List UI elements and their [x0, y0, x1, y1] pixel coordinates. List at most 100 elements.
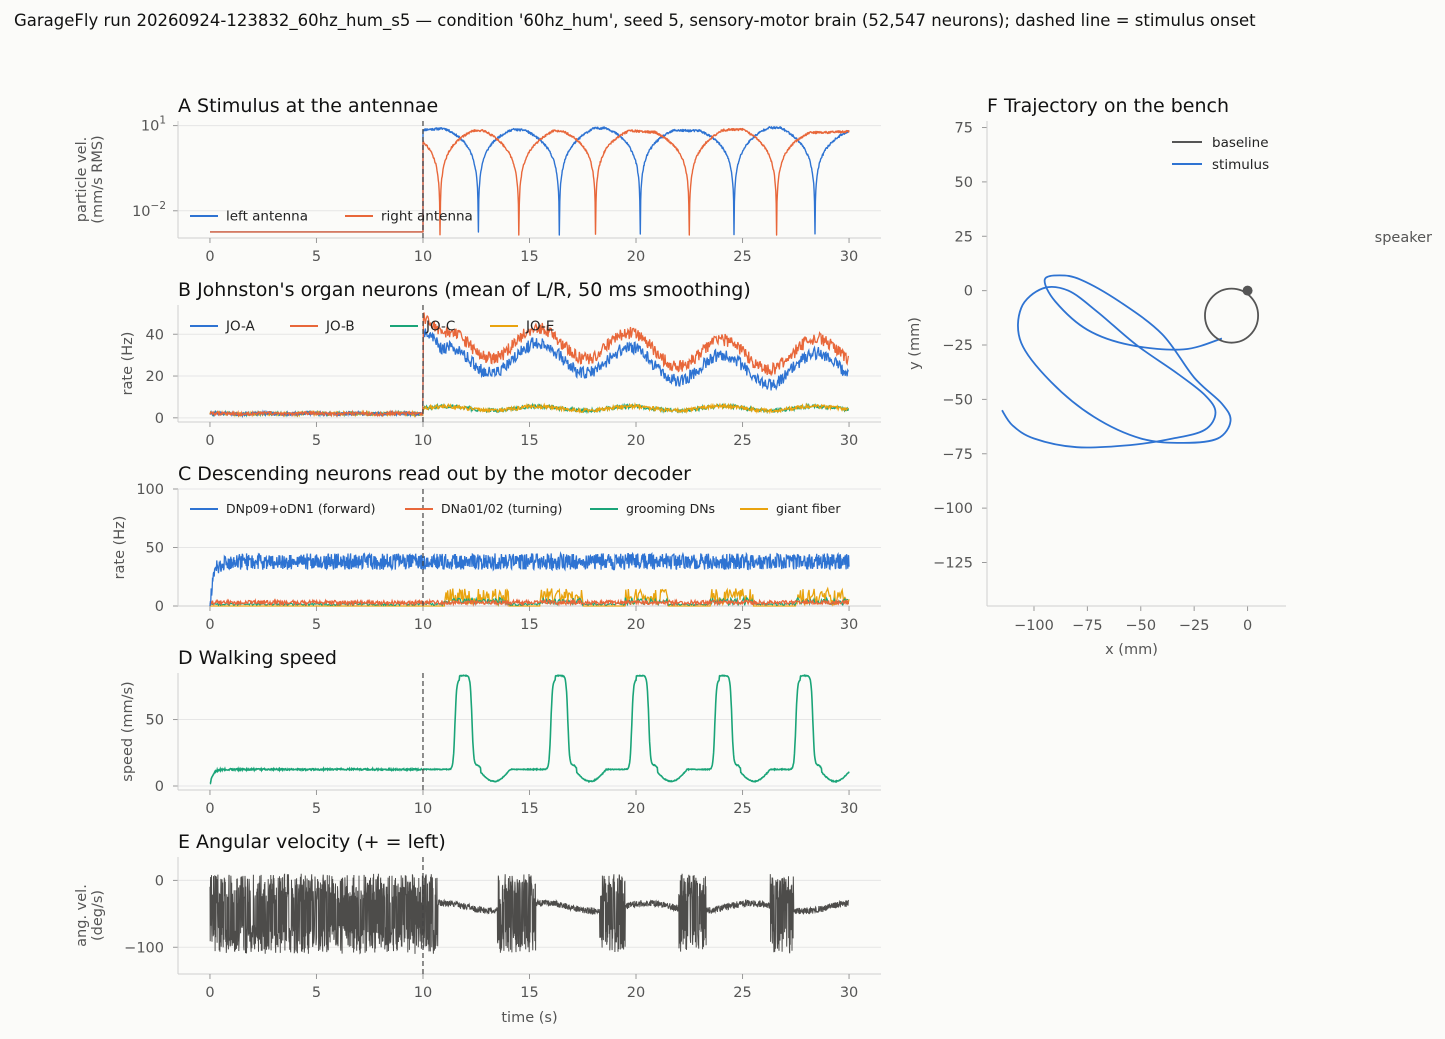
x-tick-label: 30 — [840, 801, 858, 817]
y-tick-label: −100 — [124, 940, 164, 956]
y-axis-label: speed (mm/s) — [120, 681, 136, 781]
y-tick-label: 0 — [155, 599, 164, 615]
panel-c: 0 50 100 0 5 10 15 20 25 30 rate (Hz) C Descending … — [112, 463, 881, 633]
legend-label: JO-E — [525, 319, 554, 335]
y-tick-label: 0 — [964, 284, 973, 300]
legend-label: left antenna — [226, 209, 308, 225]
x-tick-label: 25 — [733, 617, 751, 633]
speaker-annotation: speaker — [1375, 230, 1432, 246]
x-tick-label: 0 — [1243, 618, 1252, 634]
y-axis-label: ang. vel. — [74, 884, 90, 947]
x-tick-label: 15 — [520, 617, 538, 633]
x-tick-label: −50 — [1125, 618, 1156, 634]
legend-label: JO-B — [325, 319, 355, 335]
series-line-walking-speed — [209, 673, 850, 785]
panel-e: 0 −100 0 5 10 15 20 25 30 ang. vel. (deg/s) E Angul… — [74, 831, 881, 1026]
x-tick-label: 0 — [205, 617, 214, 633]
y-axis-label: (deg/s) — [90, 890, 106, 941]
y-tick-label: 100 — [136, 482, 164, 498]
series-line-JO-A — [209, 328, 849, 419]
series-line-left-antenna — [210, 126, 850, 236]
x-tick-label: 30 — [840, 249, 858, 265]
x-tick-label: −25 — [1179, 618, 1210, 634]
y-tick-label: 0 — [155, 779, 164, 795]
x-tick-label: −100 — [1014, 618, 1054, 634]
x-tick-label: 15 — [520, 249, 538, 265]
y-tick-label: −25 — [942, 338, 973, 354]
x-tick-label: 30 — [840, 985, 858, 1001]
x-tick-label: 15 — [520, 985, 538, 1001]
x-tick-label: 25 — [733, 433, 751, 449]
series-line-dnp09-odn1 — [209, 550, 850, 607]
y-tick-label: −125 — [933, 556, 973, 572]
y-tick-label: 50 — [146, 713, 164, 729]
panel-title: A Stimulus at the antennae — [178, 95, 438, 117]
figure-title: GarageFly run 20260924-123832_60hz_hum_s… — [14, 11, 1256, 31]
y-axis-label: particle vel. — [74, 137, 90, 222]
y-tick-label: −50 — [942, 392, 973, 408]
x-tick-label: 15 — [520, 433, 538, 449]
panel-d: 0 50 0 5 10 15 20 25 30 speed (mm/s) D Walking spe… — [120, 647, 881, 817]
x-tick-label: 30 — [840, 433, 858, 449]
y-tick-label: −75 — [942, 447, 973, 463]
x-tick-label: 20 — [627, 617, 645, 633]
start-marker — [1242, 285, 1253, 296]
y-tick-label: −100 — [933, 501, 973, 517]
y-axis-label: rate (Hz) — [112, 516, 128, 580]
panel-f: 75 50 25 0 −25 −50 −75 −100 −125 −100 −75 −50 −25 0 F … — [907, 95, 1432, 658]
x-tick-label: 10 — [414, 985, 432, 1001]
x-tick-label: 20 — [627, 801, 645, 817]
series-line-stimulus — [1001, 274, 1232, 449]
series-line-dna01-02 — [209, 598, 850, 607]
series-line-angular-velocity — [209, 873, 849, 955]
panel-title: F Trajectory on the bench — [987, 95, 1229, 117]
x-tick-label: 10 — [414, 249, 432, 265]
legend-label: giant fiber — [776, 501, 841, 516]
panel-title: C Descending neurons read out by the mot… — [178, 463, 691, 485]
panel-title: E Angular velocity (+ = left) — [178, 831, 446, 853]
x-tick-label: 10 — [414, 433, 432, 449]
y-tick-exponent: −2 — [151, 200, 166, 212]
legend-label: baseline — [1212, 135, 1269, 151]
legend-label: JO-C — [425, 319, 455, 335]
legend-label: DNa01/02 (turning) — [441, 501, 562, 516]
y-tick-label: 20 — [146, 369, 164, 385]
y-tick-exponent: 1 — [159, 115, 166, 127]
x-tick-label: 20 — [627, 985, 645, 1001]
series-line-right-antenna — [210, 127, 850, 236]
y-tick-base: 10 — [132, 204, 150, 220]
y-tick-label: 50 — [955, 175, 973, 191]
x-tick-label: 20 — [627, 433, 645, 449]
x-axis-label: time (s) — [501, 1010, 557, 1026]
panel-b: 0 20 40 0 5 10 15 20 25 30 rate (Hz) B Johnston's o… — [120, 279, 881, 449]
x-tick-label: 5 — [312, 433, 321, 449]
y-axis-label: y (mm) — [907, 317, 923, 370]
y-tick-label: 10−2 — [132, 200, 166, 220]
x-axis-label: x (mm) — [1105, 642, 1158, 658]
x-tick-label: 0 — [205, 433, 214, 449]
legend-label: stimulus — [1212, 157, 1269, 173]
y-tick-label: 40 — [146, 327, 164, 343]
series-line-baseline — [1204, 287, 1260, 344]
y-tick-label: 0 — [155, 411, 164, 427]
panel-title: D Walking speed — [178, 647, 337, 669]
series-line-giant-fiber — [210, 586, 850, 608]
legend-label: JO-A — [225, 319, 256, 335]
x-tick-label: 25 — [733, 801, 751, 817]
x-tick-label: 5 — [312, 801, 321, 817]
x-tick-label: 0 — [205, 801, 214, 817]
x-tick-label: 25 — [733, 985, 751, 1001]
x-tick-label: 20 — [627, 249, 645, 265]
x-tick-label: 10 — [414, 617, 432, 633]
legend-label: right antenna — [381, 209, 473, 225]
x-tick-label: 15 — [520, 801, 538, 817]
y-tick-label: 0 — [155, 873, 164, 889]
y-axis-label: rate (Hz) — [120, 332, 136, 396]
x-tick-label: 0 — [205, 249, 214, 265]
y-axis-label: (mm/s RMS) — [90, 135, 106, 223]
y-tick-base: 10 — [141, 119, 159, 135]
x-tick-label: −75 — [1072, 618, 1103, 634]
legend-label: DNp09+oDN1 (forward) — [226, 501, 376, 516]
